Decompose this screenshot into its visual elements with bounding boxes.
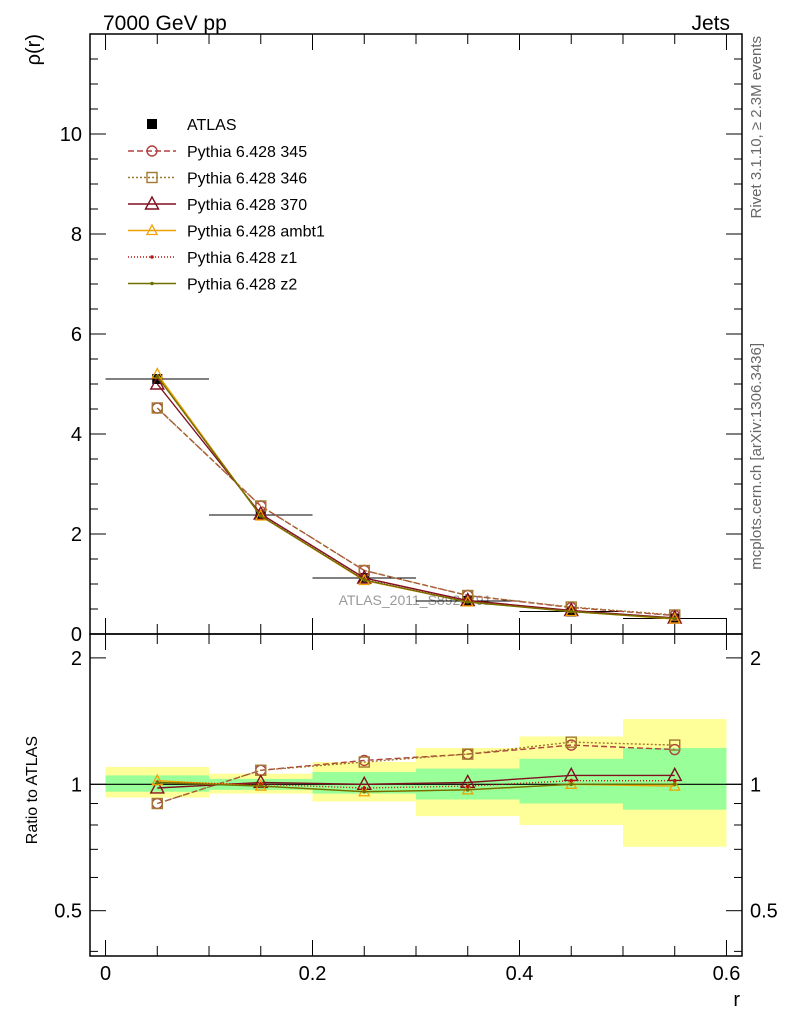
top-ytick-label-1: 2 xyxy=(71,524,82,546)
ratio-series-line-2 xyxy=(157,774,675,789)
top-series-5-point-3 xyxy=(465,600,470,604)
legend-marker-0 xyxy=(146,145,158,157)
xtick-label-0: 0 xyxy=(100,963,111,985)
ratio-series-3-point-4 xyxy=(565,777,578,789)
top-ytick-label-0: 0 xyxy=(71,624,82,646)
legend-marker-2 xyxy=(144,195,160,210)
ratio-series-4-point-3 xyxy=(465,784,470,788)
rivet-label: Rivet 3.1.10, ≥ 2.3M events xyxy=(748,36,765,219)
legend-marker-5 xyxy=(150,281,154,286)
top-series-line-5 xyxy=(156,376,675,620)
top-series-2-point-0 xyxy=(149,375,165,390)
top-series-line-3 xyxy=(156,373,675,620)
top-series-3-point-1 xyxy=(254,509,267,521)
ratio-series-3-point-0 xyxy=(151,773,164,786)
legend-label-5: Pythia 6.428 z2 xyxy=(187,277,297,294)
bottom-ylabel: Ratio to ATLAS xyxy=(24,736,41,844)
top-ylabel: ρ(r) xyxy=(23,34,45,65)
ratio-series-1-point-4 xyxy=(565,736,577,748)
top-series-5-point-1 xyxy=(258,514,263,518)
legend-label-3: Pythia 6.428 ambt1 xyxy=(187,224,325,241)
top-ytick-label-5: 10 xyxy=(60,124,82,146)
bottom-ytick-label-right-1: 1 xyxy=(750,774,761,796)
watermark: ATLAS_2011_S8924791 xyxy=(339,592,492,608)
legend-label-4: Pythia 6.428 z1 xyxy=(187,250,297,267)
ratio-series-1-point-2 xyxy=(358,756,370,768)
legend-marker-3 xyxy=(145,223,159,236)
legend-label-0: Pythia 6.428 345 xyxy=(187,144,307,161)
legend: ATLAS Pythia 6.428 345 Pythia 6.428 346 Pyt… xyxy=(128,117,325,294)
legend-marker-data xyxy=(147,119,157,129)
top-series-line-0 xyxy=(156,407,675,617)
top-series-2-point-2 xyxy=(356,569,372,584)
top-series-line-1 xyxy=(156,407,675,616)
top-series-line-4 xyxy=(156,376,675,620)
ratio-series-4-point-2 xyxy=(362,786,367,790)
ratio-series-3-point-5 xyxy=(668,779,681,791)
header-left: 7000 GeV pp xyxy=(103,12,227,35)
xtick-label-3: 0.6 xyxy=(713,963,741,985)
xtick-label-2: 0.4 xyxy=(506,963,534,985)
mcplots-label: mcplots.cern.ch [arXiv:1306.3436] xyxy=(748,343,765,570)
bottom-ytick-label-left-0: 0.5 xyxy=(54,901,82,923)
legend-label-2: Pythia 6.428 370 xyxy=(187,197,307,214)
ratio-series-5-point-1 xyxy=(258,784,263,788)
ratio-series-1-point-0 xyxy=(151,797,163,810)
xtick-label-1: 0.2 xyxy=(299,963,327,985)
ratio-series-4-point-5 xyxy=(672,778,677,783)
ratio-series-5-point-0 xyxy=(155,780,160,785)
ratio-series-line-5 xyxy=(157,781,675,793)
top-series-5-point-2 xyxy=(362,578,367,582)
band-inner-5 xyxy=(622,748,727,810)
ratio-series-line-1 xyxy=(157,741,675,805)
top-ytick-label-4: 8 xyxy=(71,224,82,246)
ratio-series-4-point-4 xyxy=(569,778,574,783)
ratio-series-5-point-4 xyxy=(569,782,574,787)
bottom-ytick-label-right-0: 0.5 xyxy=(750,901,778,923)
bottom-ytick-label-right-2: 2 xyxy=(750,648,761,670)
ratio-series-line-0 xyxy=(157,744,675,805)
legend-label-1: Pythia 6.428 346 xyxy=(187,171,307,188)
bottom-ytick-label-left-2: 2 xyxy=(71,648,82,670)
ratio-series-1-point-5 xyxy=(669,739,681,751)
x-axis-label: r xyxy=(733,989,740,1011)
ratio-series-0-point-0 xyxy=(151,797,163,810)
top-series-group xyxy=(105,367,727,624)
ratio-series-group xyxy=(149,736,683,810)
ratio-series-2-point-0 xyxy=(149,779,165,794)
top-series-5-point-4 xyxy=(569,609,574,614)
ratio-series-5-point-3 xyxy=(465,788,470,792)
legend-label-data: ATLAS xyxy=(187,117,237,134)
bottom-ytick-label-left-1: 1 xyxy=(71,774,82,796)
top-series-1-point-0 xyxy=(151,402,163,414)
top-series-2-point-1 xyxy=(253,505,269,520)
header-right: Jets xyxy=(691,12,730,35)
band-inner-2 xyxy=(312,771,416,794)
ratio-series-1-point-3 xyxy=(462,748,474,760)
ratio-series-5-point-2 xyxy=(362,789,367,794)
ratio-series-5-point-5 xyxy=(672,782,677,787)
ratio-series-line-4 xyxy=(157,780,675,789)
data-point-0 xyxy=(152,374,163,384)
top-ytick-label-2: 4 xyxy=(71,424,82,446)
top-series-5-point-5 xyxy=(672,616,677,621)
legend-marker-1 xyxy=(146,171,158,184)
top-series-5-point-0 xyxy=(155,374,160,379)
top-ytick-label-3: 6 xyxy=(71,324,82,346)
legend-marker-4 xyxy=(150,255,154,259)
